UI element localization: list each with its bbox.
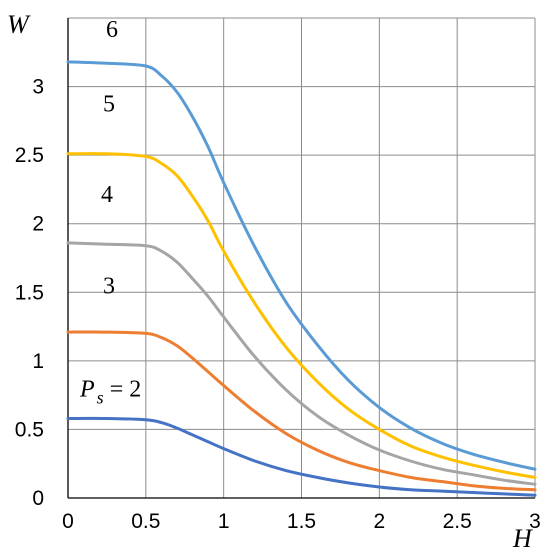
y-tick-label: 1: [32, 350, 44, 373]
y-tick-label: 2: [32, 213, 44, 236]
series-label-3: 4: [101, 182, 113, 208]
series-line-3: [66, 241, 537, 486]
y-tick-label: 2.5: [15, 144, 44, 167]
x-tick-label: 2: [373, 510, 385, 533]
series-label-subscript: s: [97, 388, 104, 408]
series-label-5: 6: [106, 17, 118, 43]
series-label-suffix: = 2: [104, 377, 142, 403]
series-label-2: 3: [103, 274, 115, 300]
x-tick-label: 3: [529, 510, 541, 533]
x-tick-label: 2.5: [443, 510, 472, 533]
x-axis-label: H: [512, 524, 533, 553]
y-tick-label: 1.5: [15, 281, 44, 304]
y-tick-label: 0.5: [15, 418, 44, 441]
y-axis-label: W: [7, 10, 31, 39]
x-tick-label: 0: [62, 510, 74, 533]
x-tick-label: 0.5: [131, 510, 160, 533]
series-line-2: [66, 330, 537, 492]
series-label-name: P: [79, 377, 95, 403]
series-line-4: [66, 152, 537, 479]
tick-labels: 0 0.5 1 1.5 2 2.5 3 0 0.5 1 1.5 2 2.5 3: [15, 76, 541, 533]
y-tick-label: 0: [32, 487, 44, 510]
series-label-4: 5: [103, 91, 115, 117]
series-lines: [66, 60, 537, 497]
grid-lines: [68, 17, 536, 498]
y-tick-label: 3: [32, 76, 44, 99]
x-tick-label: 1.5: [287, 510, 316, 533]
x-tick-label: 1: [218, 510, 230, 533]
series-line-5: [66, 60, 537, 471]
series-line-1: [66, 416, 537, 497]
